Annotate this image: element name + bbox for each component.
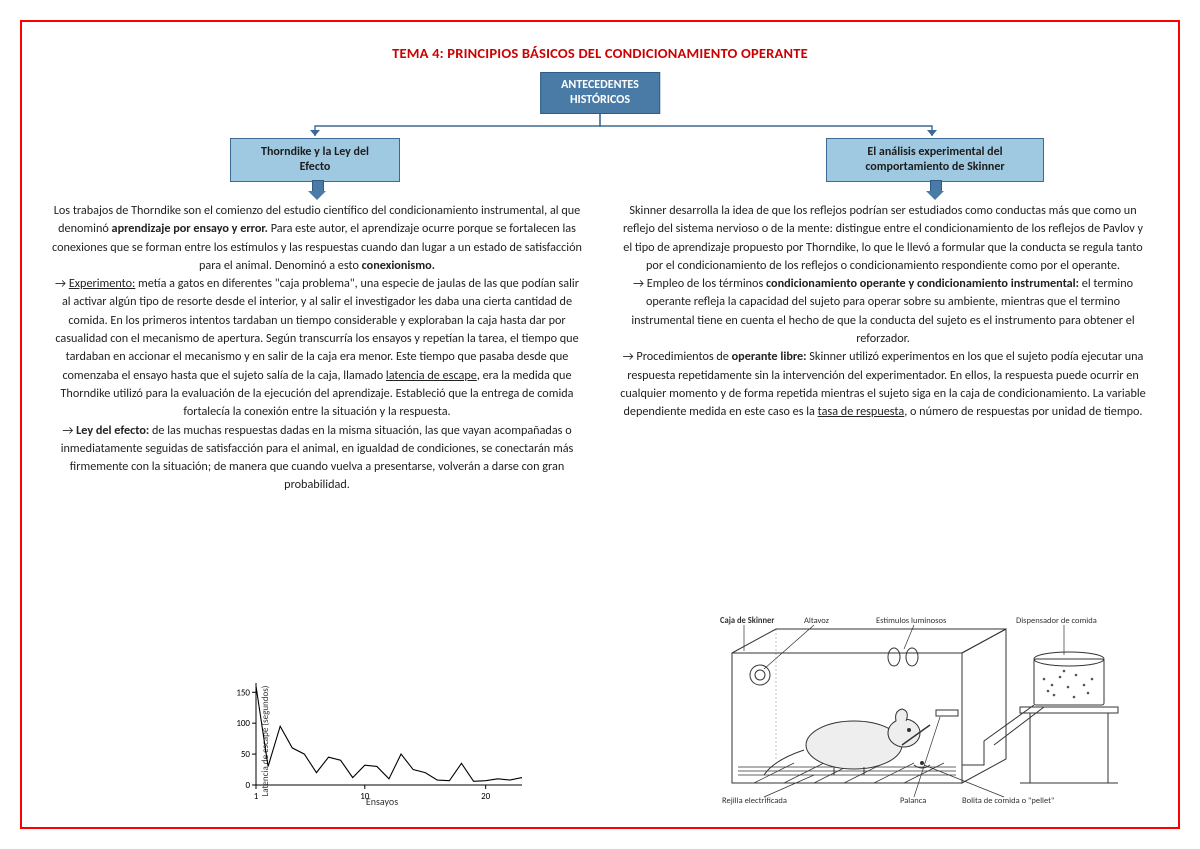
skinner-box-diagram: Caja de Skinner Altavoz Estímulos lumino… — [704, 615, 1134, 805]
arrow-glyph: → — [55, 276, 69, 291]
arrow-glyph: → Procedimientos de — [623, 349, 732, 364]
page-frame: TEMA 4: PRINCIPIOS BÁSICOS DEL CONDICION… — [20, 20, 1180, 829]
latency-chart: Latencia de escape (segundos) Ensayos 05… — [222, 677, 542, 805]
text-underline: latencia de escape — [386, 368, 477, 383]
child-node-left: Thorndike y la Ley del Efecto — [230, 138, 400, 182]
child-left-1: Thorndike y la Ley del — [261, 145, 369, 159]
root-text-1: ANTECEDENTES — [561, 78, 639, 92]
text-underline: tasa de respuesta — [818, 404, 905, 419]
text: , o número de respuestas por unidad de t… — [904, 404, 1142, 419]
svg-text:20: 20 — [481, 791, 491, 802]
column-left: Los trabajos de Thorndike son el comienz… — [52, 202, 582, 495]
child-node-right: El análisis experimental del comportamie… — [826, 138, 1044, 182]
arrow-glyph: → Empleo de los términos — [633, 276, 766, 291]
label-lights: Estímulos luminosos — [876, 616, 947, 626]
column-right: Skinner desarrolla la idea de que los re… — [618, 202, 1148, 495]
label-speaker: Altavoz — [804, 616, 830, 626]
chart-svg: 0 50 100 150 1 10 20 — [222, 677, 522, 827]
svg-text:0: 0 — [245, 780, 250, 791]
label-dispenser: Dispensador de comida — [1016, 616, 1097, 626]
text-bold: conexionismo. — [362, 258, 435, 273]
text: Skinner desarrolla la idea de que los re… — [623, 203, 1143, 273]
content-columns: Los trabajos de Thorndike son el comienz… — [52, 202, 1148, 495]
svg-text:50: 50 — [241, 749, 251, 760]
child-left-2: Efecto — [300, 160, 331, 174]
arrow-down-icon — [308, 180, 326, 200]
arrow-down-icon — [926, 180, 944, 200]
skinner-svg: Caja de Skinner Altavoz Estímulos lumino… — [704, 615, 1134, 805]
svg-text:10: 10 — [360, 791, 370, 802]
svg-text:100: 100 — [236, 718, 250, 729]
arrow-glyph: → — [62, 423, 76, 438]
text-bold: condicionamiento operante y condicionami… — [766, 276, 1079, 291]
child-right-1: El análisis experimental del — [867, 145, 1002, 159]
label-grid: Rejilla electrificada — [722, 796, 787, 805]
root-text-2: HISTÓRICOS — [570, 93, 630, 107]
label-lever: Palanca — [900, 796, 926, 805]
svg-text:150: 150 — [236, 687, 250, 698]
concept-diagram: ANTECEDENTES HISTÓRICOS Thorndike y la L… — [52, 72, 1148, 180]
text-bold: aprendizaje por ensayo y error. — [112, 221, 268, 236]
page-title: TEMA 4: PRINCIPIOS BÁSICOS DEL CONDICION… — [52, 44, 1148, 62]
root-node: ANTECEDENTES HISTÓRICOS — [540, 72, 660, 114]
label-pellet: Bolita de comida o "pellet" — [962, 796, 1054, 805]
text-bold: operante libre: — [732, 349, 807, 364]
text-underline: Experimento: — [69, 276, 135, 291]
label-box: Caja de Skinner — [720, 616, 774, 626]
child-right-2: comportamiento de Skinner — [865, 160, 1004, 174]
text-bold: Ley del efecto: — [76, 423, 149, 438]
svg-text:1: 1 — [254, 791, 259, 802]
